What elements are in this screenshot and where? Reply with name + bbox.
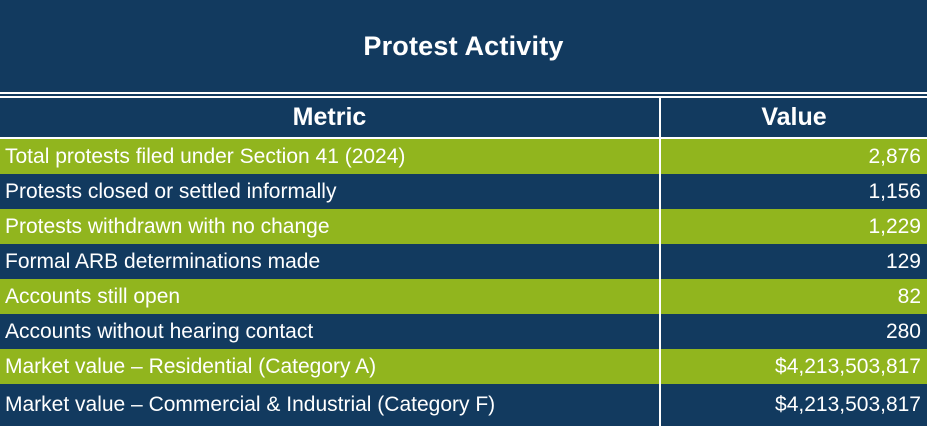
column-divider	[659, 244, 661, 279]
page-title: Protest Activity	[363, 30, 564, 61]
column-divider	[659, 279, 661, 314]
metric-cell: Total protests filed under Section 41 (2…	[5, 144, 406, 168]
metric-cell: Accounts still open	[5, 284, 181, 308]
value-cell: 2,876	[868, 144, 921, 168]
value-cell: 82	[897, 284, 921, 308]
column-header-value: Value	[761, 103, 827, 131]
value-cell: 1,229	[868, 214, 921, 238]
metric-cell: Accounts without hearing contact	[5, 319, 314, 343]
table-row: Protests closed or settled informally 1,1…	[0, 174, 927, 209]
table-row: Market value – Commercial & Industrial (…	[0, 384, 927, 426]
table-row: Market value – Residential (Category A) $…	[0, 349, 927, 384]
column-header-metric: Metric	[292, 103, 367, 131]
column-divider	[659, 139, 661, 174]
table-body: Total protests filed under Section 41 (2…	[0, 139, 927, 426]
metric-cell: Market value – Residential (Category A)	[5, 354, 377, 378]
table-row: Protests withdrawn with no change 1,229	[0, 209, 927, 244]
column-divider	[659, 209, 661, 244]
table-row: Formal ARB determinations made 129	[0, 244, 927, 279]
value-cell: 129	[885, 249, 921, 273]
metric-cell: Formal ARB determinations made	[5, 249, 321, 273]
column-divider	[659, 349, 661, 384]
value-cell: $4,213,503,817	[775, 393, 921, 416]
column-divider	[659, 314, 661, 349]
table-header: Metric Value	[0, 98, 927, 139]
metric-cell: Protests closed or settled informally	[5, 179, 337, 203]
metric-cell: Market value – Commercial & Industrial (…	[5, 393, 496, 416]
column-divider	[659, 174, 661, 209]
value-cell: 1,156	[868, 179, 921, 203]
metric-cell: Protests withdrawn with no change	[5, 214, 330, 238]
column-divider	[659, 384, 661, 426]
title-band: Protest Activity	[0, 0, 927, 92]
table-row: Total protests filed under Section 41 (2…	[0, 139, 927, 174]
column-divider	[659, 98, 661, 137]
table-row: Accounts without hearing contact 280	[0, 314, 927, 349]
value-cell: 280	[885, 319, 921, 343]
table-row: Accounts still open 82	[0, 279, 927, 314]
title-divider	[0, 92, 927, 98]
value-cell: $4,213,503,817	[775, 354, 921, 378]
